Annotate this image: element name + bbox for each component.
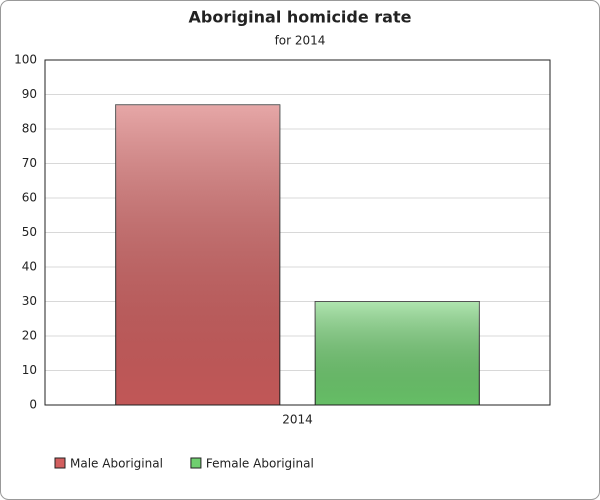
y-tick-label: 20 xyxy=(22,329,37,343)
y-tick-label: 60 xyxy=(22,191,37,205)
y-tick-label: 40 xyxy=(22,260,37,274)
bar xyxy=(115,104,281,406)
legend-swatch xyxy=(190,457,202,469)
chart-title: Aboriginal homicide rate xyxy=(189,8,412,27)
legend-label: Male Aboriginal xyxy=(70,457,163,471)
chart-subtitle: for 2014 xyxy=(275,34,326,48)
y-tick-label: 100 xyxy=(14,53,37,67)
y-tick-label: 50 xyxy=(22,225,37,239)
bar xyxy=(314,301,480,406)
y-tick-label: 70 xyxy=(22,156,37,170)
legend-swatch xyxy=(54,457,66,469)
x-tick-label: 2014 xyxy=(282,413,313,427)
y-tick-label: 30 xyxy=(22,294,37,308)
y-tick-label: 10 xyxy=(22,363,37,377)
y-tick-label: 90 xyxy=(22,87,37,101)
legend-label: Female Aboriginal xyxy=(206,457,314,471)
y-tick-label: 0 xyxy=(29,398,37,412)
y-tick-label: 80 xyxy=(22,122,37,136)
plot-frame xyxy=(44,59,551,406)
